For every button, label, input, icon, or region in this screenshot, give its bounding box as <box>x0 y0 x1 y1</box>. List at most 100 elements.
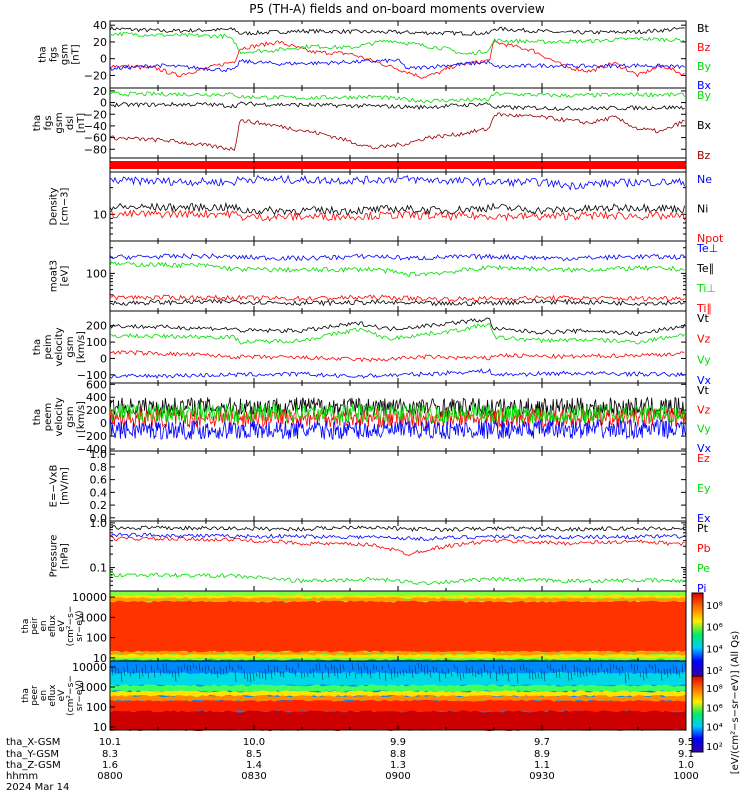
series-By <box>110 31 685 56</box>
y-axis-label: sr−eV) <box>75 680 85 711</box>
legend-Bt: Bt <box>697 22 710 35</box>
panel-9: 1.0 0.1 Pressure [nPa] Pt Pb Pe Pi <box>49 517 711 595</box>
panel-frame <box>109 20 687 89</box>
footer-row-label: tha_X-GSM <box>6 737 60 748</box>
y-tick-label: 0 <box>100 417 107 430</box>
footer-value: 1000 <box>673 771 698 782</box>
colorbar-tick-label: 10⁸ <box>706 601 723 612</box>
footer-value: 8.5 <box>246 749 262 760</box>
y-tick-label: −20 <box>84 108 107 121</box>
series-Vx <box>110 418 686 440</box>
footer-value: 0830 <box>241 771 266 782</box>
legend-Vx: Vx <box>697 442 712 455</box>
series-Vt <box>110 396 686 418</box>
legend-Ez: Ez <box>697 452 710 465</box>
y-axis-label: moat3 <box>49 260 60 292</box>
legend-Te⊥: Te⊥ <box>696 242 718 255</box>
legend-Vz: Vz <box>697 403 711 416</box>
y-tick-label: 100 <box>86 701 107 714</box>
legend-By: By <box>697 89 712 102</box>
legend-Vx: Vx <box>697 374 712 387</box>
energy-band <box>110 699 686 713</box>
legend-Pb: Pb <box>697 542 711 555</box>
legend-Ni: Ni <box>697 203 708 216</box>
footer-value: 8.3 <box>102 749 118 760</box>
y-axis-label: gsm <box>60 44 71 65</box>
noise-streaks <box>111 662 687 684</box>
series-Bx <box>110 101 685 111</box>
y-tick-label: 40 <box>93 19 107 32</box>
y-axis-label: [nT] <box>71 44 82 64</box>
colorbar-tick-label: 10⁸ <box>706 684 723 695</box>
y-axis-label: velocity <box>54 327 65 366</box>
y-axis-label: dsl <box>65 116 76 130</box>
legend-Te∥: Te∥ <box>696 262 714 275</box>
y-axis-label: Pressure <box>49 535 60 578</box>
series-Bt <box>110 26 685 36</box>
y-tick-label: −20 <box>84 69 107 82</box>
y-axis-label: en <box>39 690 49 701</box>
legend-Pi: Pi <box>697 582 706 595</box>
footer-value: 8.9 <box>534 749 550 760</box>
y-axis-label: fgs <box>49 47 60 62</box>
footer-value: 9.7 <box>534 737 550 748</box>
y-axis-label: (cm²−s− <box>66 606 76 647</box>
panel-frame <box>109 240 687 312</box>
y-axis-label: eflux <box>48 684 58 707</box>
y-tick-label: 20 <box>93 85 107 98</box>
y-axis-label: tha <box>38 46 49 62</box>
footer-value: 1.1 <box>534 760 550 771</box>
footer-value: 1.3 <box>390 760 406 771</box>
y-axis-label: gsm <box>65 406 76 427</box>
y-axis-label: fgs <box>43 115 54 130</box>
colorbar-tick-label: 10⁴ <box>706 723 723 734</box>
y-tick-label: 100 <box>86 267 107 280</box>
colorbar-tick-label: 10⁴ <box>706 644 723 655</box>
y-tick-label: 20 <box>93 36 107 49</box>
footer-value: 9.5 <box>678 737 694 748</box>
legend-Vt: Vt <box>697 312 710 325</box>
y-tick-label: 1000 <box>79 681 107 694</box>
legend-Bz: Bz <box>697 41 711 54</box>
footer-value: 0800 <box>97 771 122 782</box>
legend-Vy: Vy <box>697 423 711 436</box>
y-tick-label: 1000 <box>79 611 107 624</box>
series-Bz <box>110 112 685 152</box>
legend-Vz: Vz <box>697 333 711 346</box>
panel-4: 10 Density [cm−3] Ne Ni Npot <box>49 171 724 245</box>
legend-Bx: Bx <box>697 79 712 92</box>
y-tick-label: 0 <box>100 97 107 110</box>
y-tick-label: 400 <box>86 391 107 404</box>
panel-8: 1.00.80.60.40.20.0 E=−VxB [mV/m] Ez Ey Ex <box>49 448 711 525</box>
plot-title: P5 (TH-A) fields and on-board moments ov… <box>249 2 545 16</box>
y-tick-label: 0 <box>100 352 107 365</box>
y-tick-label: 100 <box>86 632 107 645</box>
y-axis-label: [mV/m] <box>60 467 71 505</box>
energy-band <box>110 671 686 687</box>
legend-Bx: Bx <box>697 119 712 132</box>
y-axis-label: peim <box>43 334 54 359</box>
series-Vt <box>110 317 685 336</box>
series-Ti∥ <box>110 294 685 303</box>
y-axis-label: [nT] <box>76 113 87 133</box>
y-axis-label: tha <box>32 339 43 355</box>
colorbar-segment <box>691 592 704 677</box>
y-tick-label: 10000 <box>72 661 107 674</box>
y-axis-label: peer <box>30 685 40 706</box>
y-axis-label: Density <box>49 187 60 225</box>
y-tick-label: 10 <box>93 208 107 221</box>
y-axis-label: sr−eV) <box>75 610 85 641</box>
y-tick-label: 0 <box>100 53 107 66</box>
y-axis-label: en <box>39 620 49 631</box>
y-axis-label: gsm <box>65 336 76 357</box>
legend-Vt: Vt <box>697 384 710 397</box>
footer-value: 0900 <box>385 771 410 782</box>
y-axis-label: [nPa] <box>60 543 71 569</box>
y-tick-label: 0.2 <box>90 499 108 512</box>
footer-value: 9.9 <box>390 737 406 748</box>
y-axis-label: [cm−3] <box>60 188 71 226</box>
series-Te⊥ <box>110 253 685 262</box>
series-Pe <box>110 572 685 586</box>
series-Ti⊥ <box>110 260 685 278</box>
